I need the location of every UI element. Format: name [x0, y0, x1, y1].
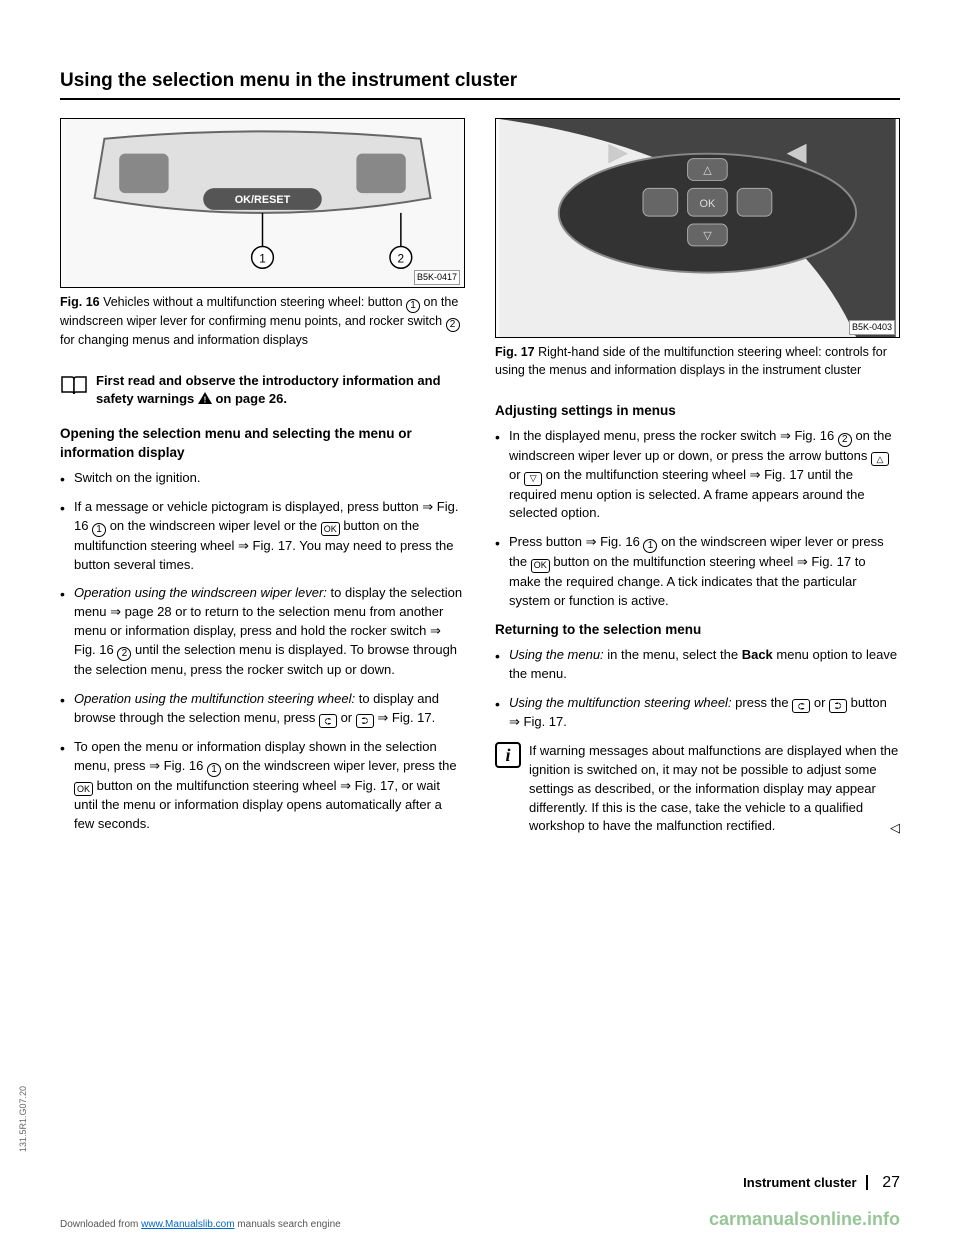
- warning-triangle-icon: !: [198, 392, 212, 404]
- bullet-item: Operation using the windscreen wiper lev…: [60, 584, 465, 679]
- info-icon: i: [495, 742, 521, 768]
- right-bullet-list-2: Using the menu: in the menu, select the …: [495, 646, 900, 732]
- bullet-item: Using the menu: in the menu, select the …: [495, 646, 900, 684]
- intro-warning-block: First read and observe the introductory …: [60, 372, 465, 408]
- manual-page: Using the selection menu in the instrume…: [0, 0, 960, 1242]
- end-triangle-icon: ◁: [890, 819, 900, 838]
- page-title: Using the selection menu in the instrume…: [60, 70, 900, 100]
- ok-button-icon: OK: [74, 782, 93, 796]
- bullet-item: In the displayed menu, press the rocker …: [495, 427, 900, 524]
- ok-button-icon: OK: [321, 522, 340, 536]
- left-bullet-list: Switch on the ignition. If a message or …: [60, 469, 465, 834]
- figure-16-image: OK/RESET 1 2 B5K-0417: [60, 118, 465, 288]
- bullet-item: To open the menu or information display …: [60, 738, 465, 834]
- adjusting-heading: Adjusting settings in menus: [495, 401, 900, 421]
- ref-2-icon: 2: [446, 318, 460, 332]
- ref-1-icon: 1: [406, 299, 420, 313]
- book-icon: [60, 374, 88, 396]
- left-arrow-icon: ⮈: [792, 699, 810, 713]
- down-arrow-icon: ▽: [524, 472, 542, 486]
- right-arrow-icon: ⮊: [829, 699, 847, 713]
- svg-text:!: !: [204, 395, 207, 404]
- svg-text:▽: ▽: [703, 230, 712, 242]
- up-arrow-icon: △: [871, 452, 889, 466]
- bullet-item: If a message or vehicle pictogram is dis…: [60, 498, 465, 575]
- returning-heading: Returning to the selection menu: [495, 620, 900, 640]
- figure-16-caption: Fig. 16 Vehicles without a multifunction…: [60, 294, 465, 350]
- ok-button-icon: OK: [531, 559, 550, 573]
- side-code: 131.5R1.G07.20: [18, 1086, 28, 1152]
- bullet-item: Operation using the multifunction steeri…: [60, 690, 465, 728]
- svg-text:2: 2: [398, 251, 405, 265]
- right-bullet-list-1: In the displayed menu, press the rocker …: [495, 427, 900, 611]
- opening-heading: Opening the selection menu and selecting…: [60, 424, 465, 463]
- right-column: OK △ ▽ B5K-0403 Fig. 17 Right-hand side …: [495, 118, 900, 844]
- info-note-block: i If warning messages about malfunctions…: [495, 742, 900, 838]
- figure-17-image: OK △ ▽ B5K-0403: [495, 118, 900, 338]
- download-footer: Downloaded from www.Manualslib.com manua…: [60, 1219, 341, 1230]
- svg-text:OK/RESET: OK/RESET: [235, 194, 291, 206]
- svg-text:OK: OK: [700, 198, 716, 210]
- ref-2-icon: 2: [838, 433, 852, 447]
- two-column-content: OK/RESET 1 2 B5K-0417 Fig. 16 Vehicles w…: [60, 118, 900, 844]
- left-column: OK/RESET 1 2 B5K-0417 Fig. 16 Vehicles w…: [60, 118, 465, 844]
- figure-16-code: B5K-0417: [414, 270, 460, 285]
- figure-17-code: B5K-0403: [849, 320, 895, 335]
- ref-1-icon: 1: [643, 539, 657, 553]
- page-footer: Instrument cluster 27: [743, 1174, 900, 1192]
- svg-text:△: △: [703, 165, 712, 177]
- left-arrow-icon: ⮈: [319, 714, 337, 728]
- svg-text:1: 1: [259, 251, 266, 265]
- bullet-item: Press button ⇒ Fig. 16 1 on the windscre…: [495, 533, 900, 610]
- bullet-item: Using the multifunction steering wheel: …: [495, 694, 900, 732]
- ref-1-icon: 1: [92, 523, 106, 537]
- manualslib-link[interactable]: www.Manualslib.com: [141, 1219, 234, 1230]
- ref-2-icon: 2: [117, 647, 131, 661]
- watermark-text: carmanualsonline.info: [709, 1209, 900, 1230]
- right-arrow-icon: ⮊: [356, 714, 374, 728]
- ref-1-icon: 1: [207, 763, 221, 777]
- bullet-item: Switch on the ignition.: [60, 469, 465, 488]
- figure-17-caption: Fig. 17 Right-hand side of the multifunc…: [495, 344, 900, 379]
